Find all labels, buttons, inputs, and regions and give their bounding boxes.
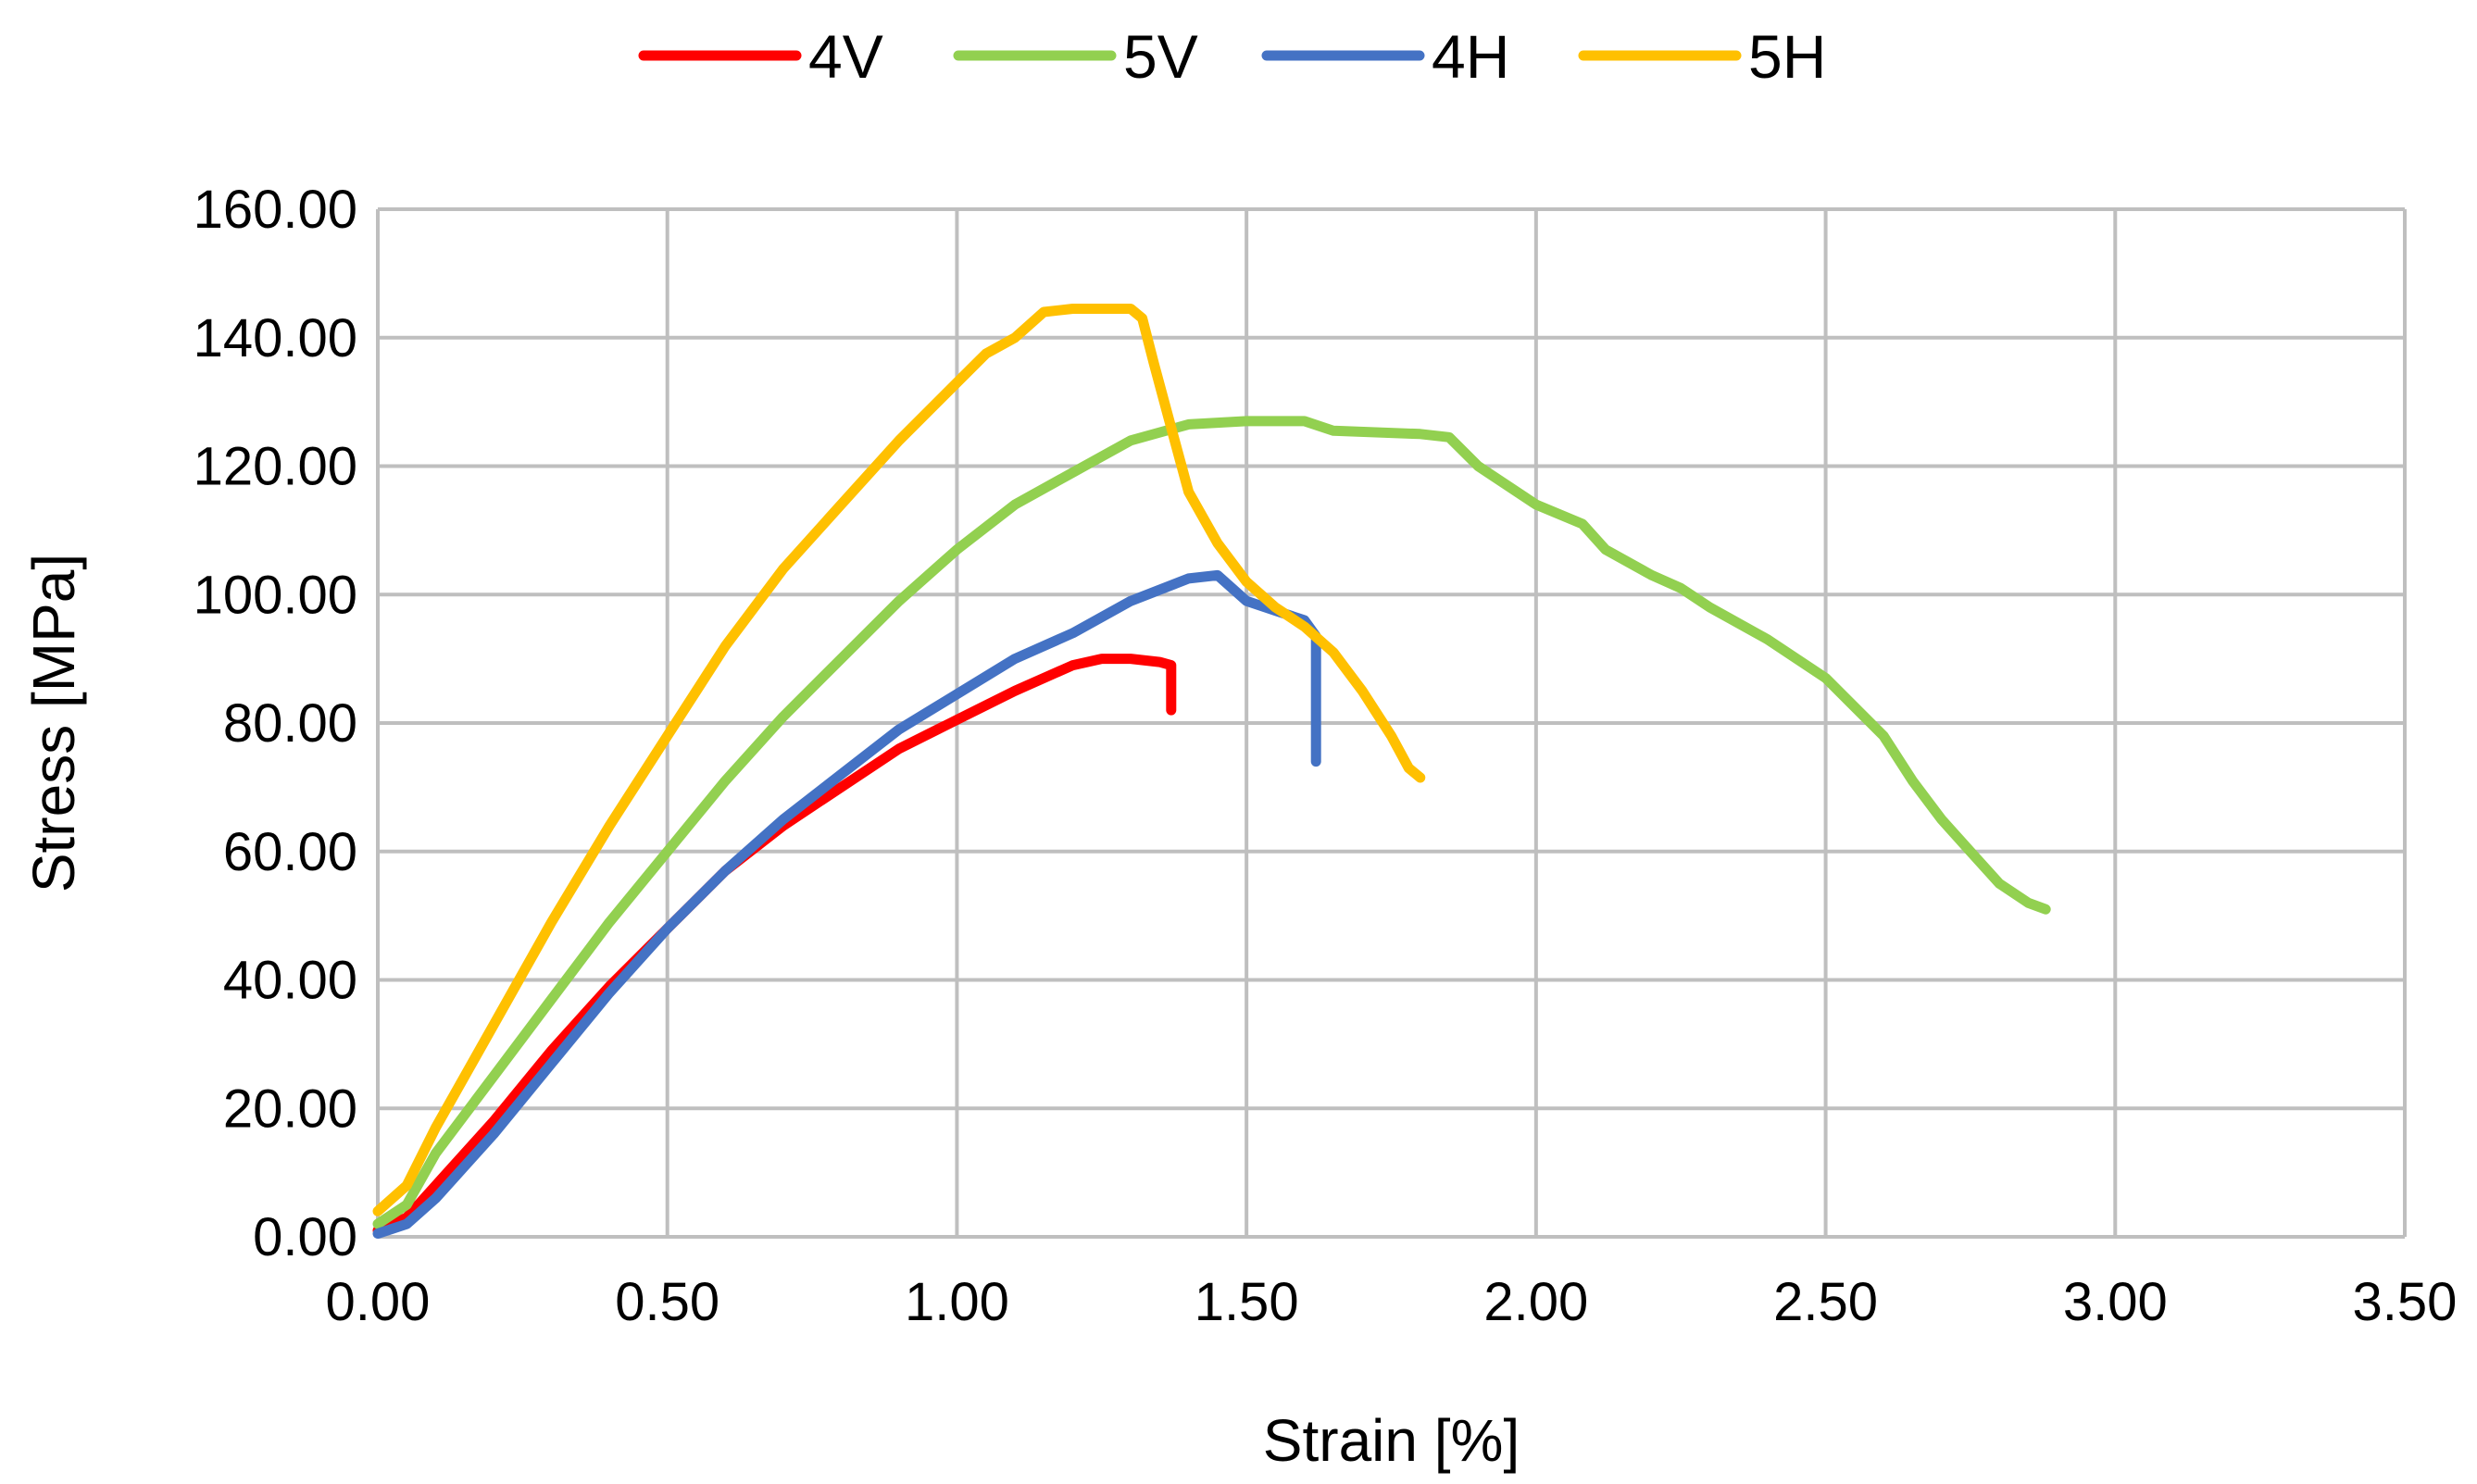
y-tick-label: 160.00 xyxy=(194,180,357,240)
y-tick-label: 80.00 xyxy=(223,693,357,754)
x-axis-title: Strain [%] xyxy=(1263,1407,1520,1474)
x-tick-label: 2.50 xyxy=(1773,1272,1878,1332)
y-tick-label: 140.00 xyxy=(194,308,357,368)
legend-label-4v: 4V xyxy=(808,22,883,91)
y-tick-label: 100.00 xyxy=(194,565,357,625)
series-line-5v xyxy=(372,416,2051,1229)
x-tick-label: 0.50 xyxy=(615,1272,719,1332)
y-tick-label: 40.00 xyxy=(223,951,357,1011)
x-tick-label: 1.50 xyxy=(1195,1272,1299,1332)
y-tick-label: 20.00 xyxy=(223,1079,357,1139)
series-line-5h xyxy=(372,304,1426,1216)
legend-label-4h: 4H xyxy=(1432,22,1509,91)
legend: 4V 5V 4H 5H xyxy=(638,22,1826,91)
plot-area-series xyxy=(372,304,2051,1239)
legend-label-5h: 5H xyxy=(1748,22,1826,91)
x-tick-label: 0.00 xyxy=(326,1272,431,1332)
series-line-4h xyxy=(372,569,1321,1239)
x-tick-label: 1.00 xyxy=(905,1272,1009,1332)
y-axis-title: Stress [MPa] xyxy=(20,554,87,892)
y-tick-label: 0.00 xyxy=(253,1207,357,1267)
tick-labels: 0.00 20.00 40.00 60.00 80.00 100.00 120.00 140.… xyxy=(194,180,2458,1332)
y-tick-label: 60.00 xyxy=(223,822,357,882)
y-tick-label: 120.00 xyxy=(194,437,357,497)
x-tick-label: 3.50 xyxy=(2353,1272,2458,1332)
x-tick-label: 3.00 xyxy=(2063,1272,2168,1332)
grid xyxy=(376,207,2407,1239)
legend-label-5v: 5V xyxy=(1123,22,1198,91)
series-line-4v xyxy=(372,654,1177,1236)
x-tick-label: 2.00 xyxy=(1483,1272,1588,1332)
